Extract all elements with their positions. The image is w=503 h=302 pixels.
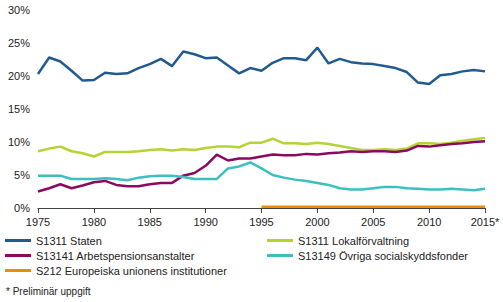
svg-text:* Preliminär uppgift: * Preliminär uppgift [6,286,91,297]
svg-text:2010: 2010 [417,216,441,228]
svg-text:1990: 1990 [193,216,217,228]
svg-text:2015*: 2015* [471,216,500,228]
svg-text:S13149 Övriga socialskyddsfond: S13149 Övriga socialskyddsfonder [298,250,468,262]
svg-text:2005: 2005 [361,216,385,228]
svg-text:S1311 Lokalförvaltning: S1311 Lokalförvaltning [298,235,409,247]
svg-text:0%: 0% [14,202,30,214]
svg-text:1985: 1985 [138,216,162,228]
svg-text:S1311 Staten: S1311 Staten [36,235,102,247]
svg-text:1980: 1980 [82,216,106,228]
svg-text:30%: 30% [8,4,30,16]
svg-text:1995: 1995 [249,216,273,228]
svg-text:15%: 15% [8,103,30,115]
svg-text:20%: 20% [8,70,30,82]
svg-text:10%: 10% [8,136,30,148]
svg-text:1975: 1975 [26,216,50,228]
svg-text:S13141 Arbetspensionsanstalter: S13141 Arbetspensionsanstalter [36,250,195,262]
svg-text:S212 Europeiska unionens insti: S212 Europeiska unionens institutioner [36,265,227,277]
svg-text:2000: 2000 [305,216,329,228]
svg-text:25%: 25% [8,37,30,49]
svg-text:5%: 5% [14,169,30,181]
